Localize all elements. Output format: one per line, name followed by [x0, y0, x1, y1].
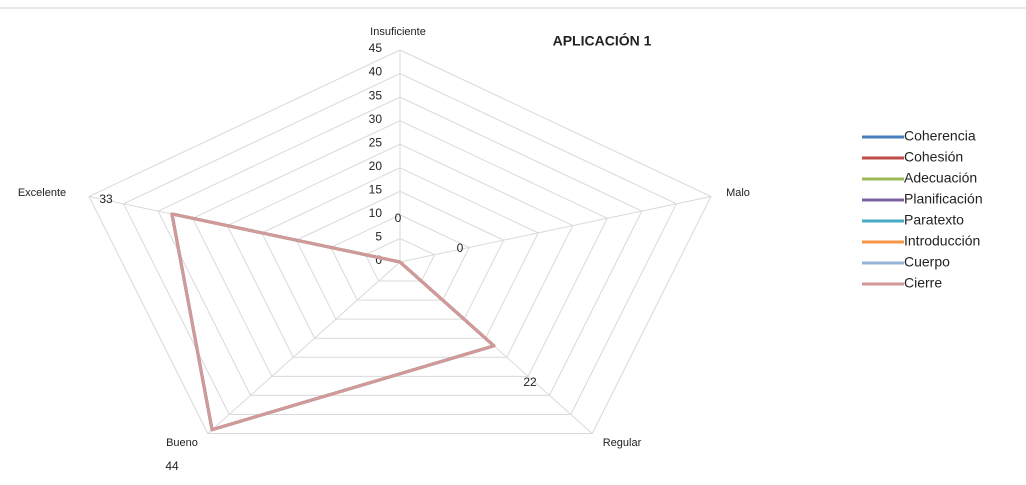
- r-tick-label: 15: [369, 183, 383, 197]
- chart-title: APLICACIÓN 1: [553, 32, 652, 49]
- category-label: Bueno: [166, 437, 198, 449]
- r-tick-label: 40: [369, 65, 383, 79]
- legend-label: Planificación: [904, 191, 983, 207]
- r-tick-label: 5: [375, 230, 382, 244]
- r-tick-label: 30: [369, 112, 383, 126]
- grid-line: [122, 73, 678, 415]
- legend-label: Cierre: [904, 275, 942, 291]
- data-label: 44: [165, 459, 179, 473]
- legend-label: Cuerpo: [904, 254, 950, 270]
- data-label: 0: [395, 211, 402, 225]
- grid-line: [261, 167, 539, 339]
- grid-line: [157, 96, 643, 396]
- r-tick-label: 10: [369, 206, 383, 220]
- legend-label: Cohesión: [904, 149, 963, 165]
- data-label: 0: [457, 241, 464, 255]
- category-label: Excelente: [18, 187, 66, 199]
- r-tick-label: 20: [369, 159, 383, 173]
- grid-line: [191, 120, 609, 377]
- grid-line: [226, 143, 574, 358]
- grid-line: [364, 237, 436, 282]
- axis-spoke: [399, 195, 712, 263]
- legend-label: Introducción: [904, 233, 980, 249]
- grid-line: [88, 49, 712, 435]
- series-line: [170, 212, 496, 432]
- r-tick-label: 45: [369, 41, 383, 55]
- grid-line: [330, 214, 470, 301]
- r-tick-label: 0: [375, 253, 382, 267]
- legend-label: Adecuación: [904, 170, 977, 186]
- legend-label: Coherencia: [904, 128, 976, 144]
- data-label: 22: [523, 375, 537, 389]
- legend-label: Paratexto: [904, 212, 964, 228]
- category-label: Regular: [603, 437, 642, 449]
- axis-spoke: [207, 261, 401, 434]
- r-tick-label: 35: [369, 88, 383, 102]
- grid-line: [295, 190, 505, 320]
- category-label: Insuficiente: [370, 26, 426, 38]
- category-label: Malo: [726, 187, 750, 199]
- r-tick-label: 25: [369, 135, 383, 149]
- data-label: 33: [99, 192, 113, 206]
